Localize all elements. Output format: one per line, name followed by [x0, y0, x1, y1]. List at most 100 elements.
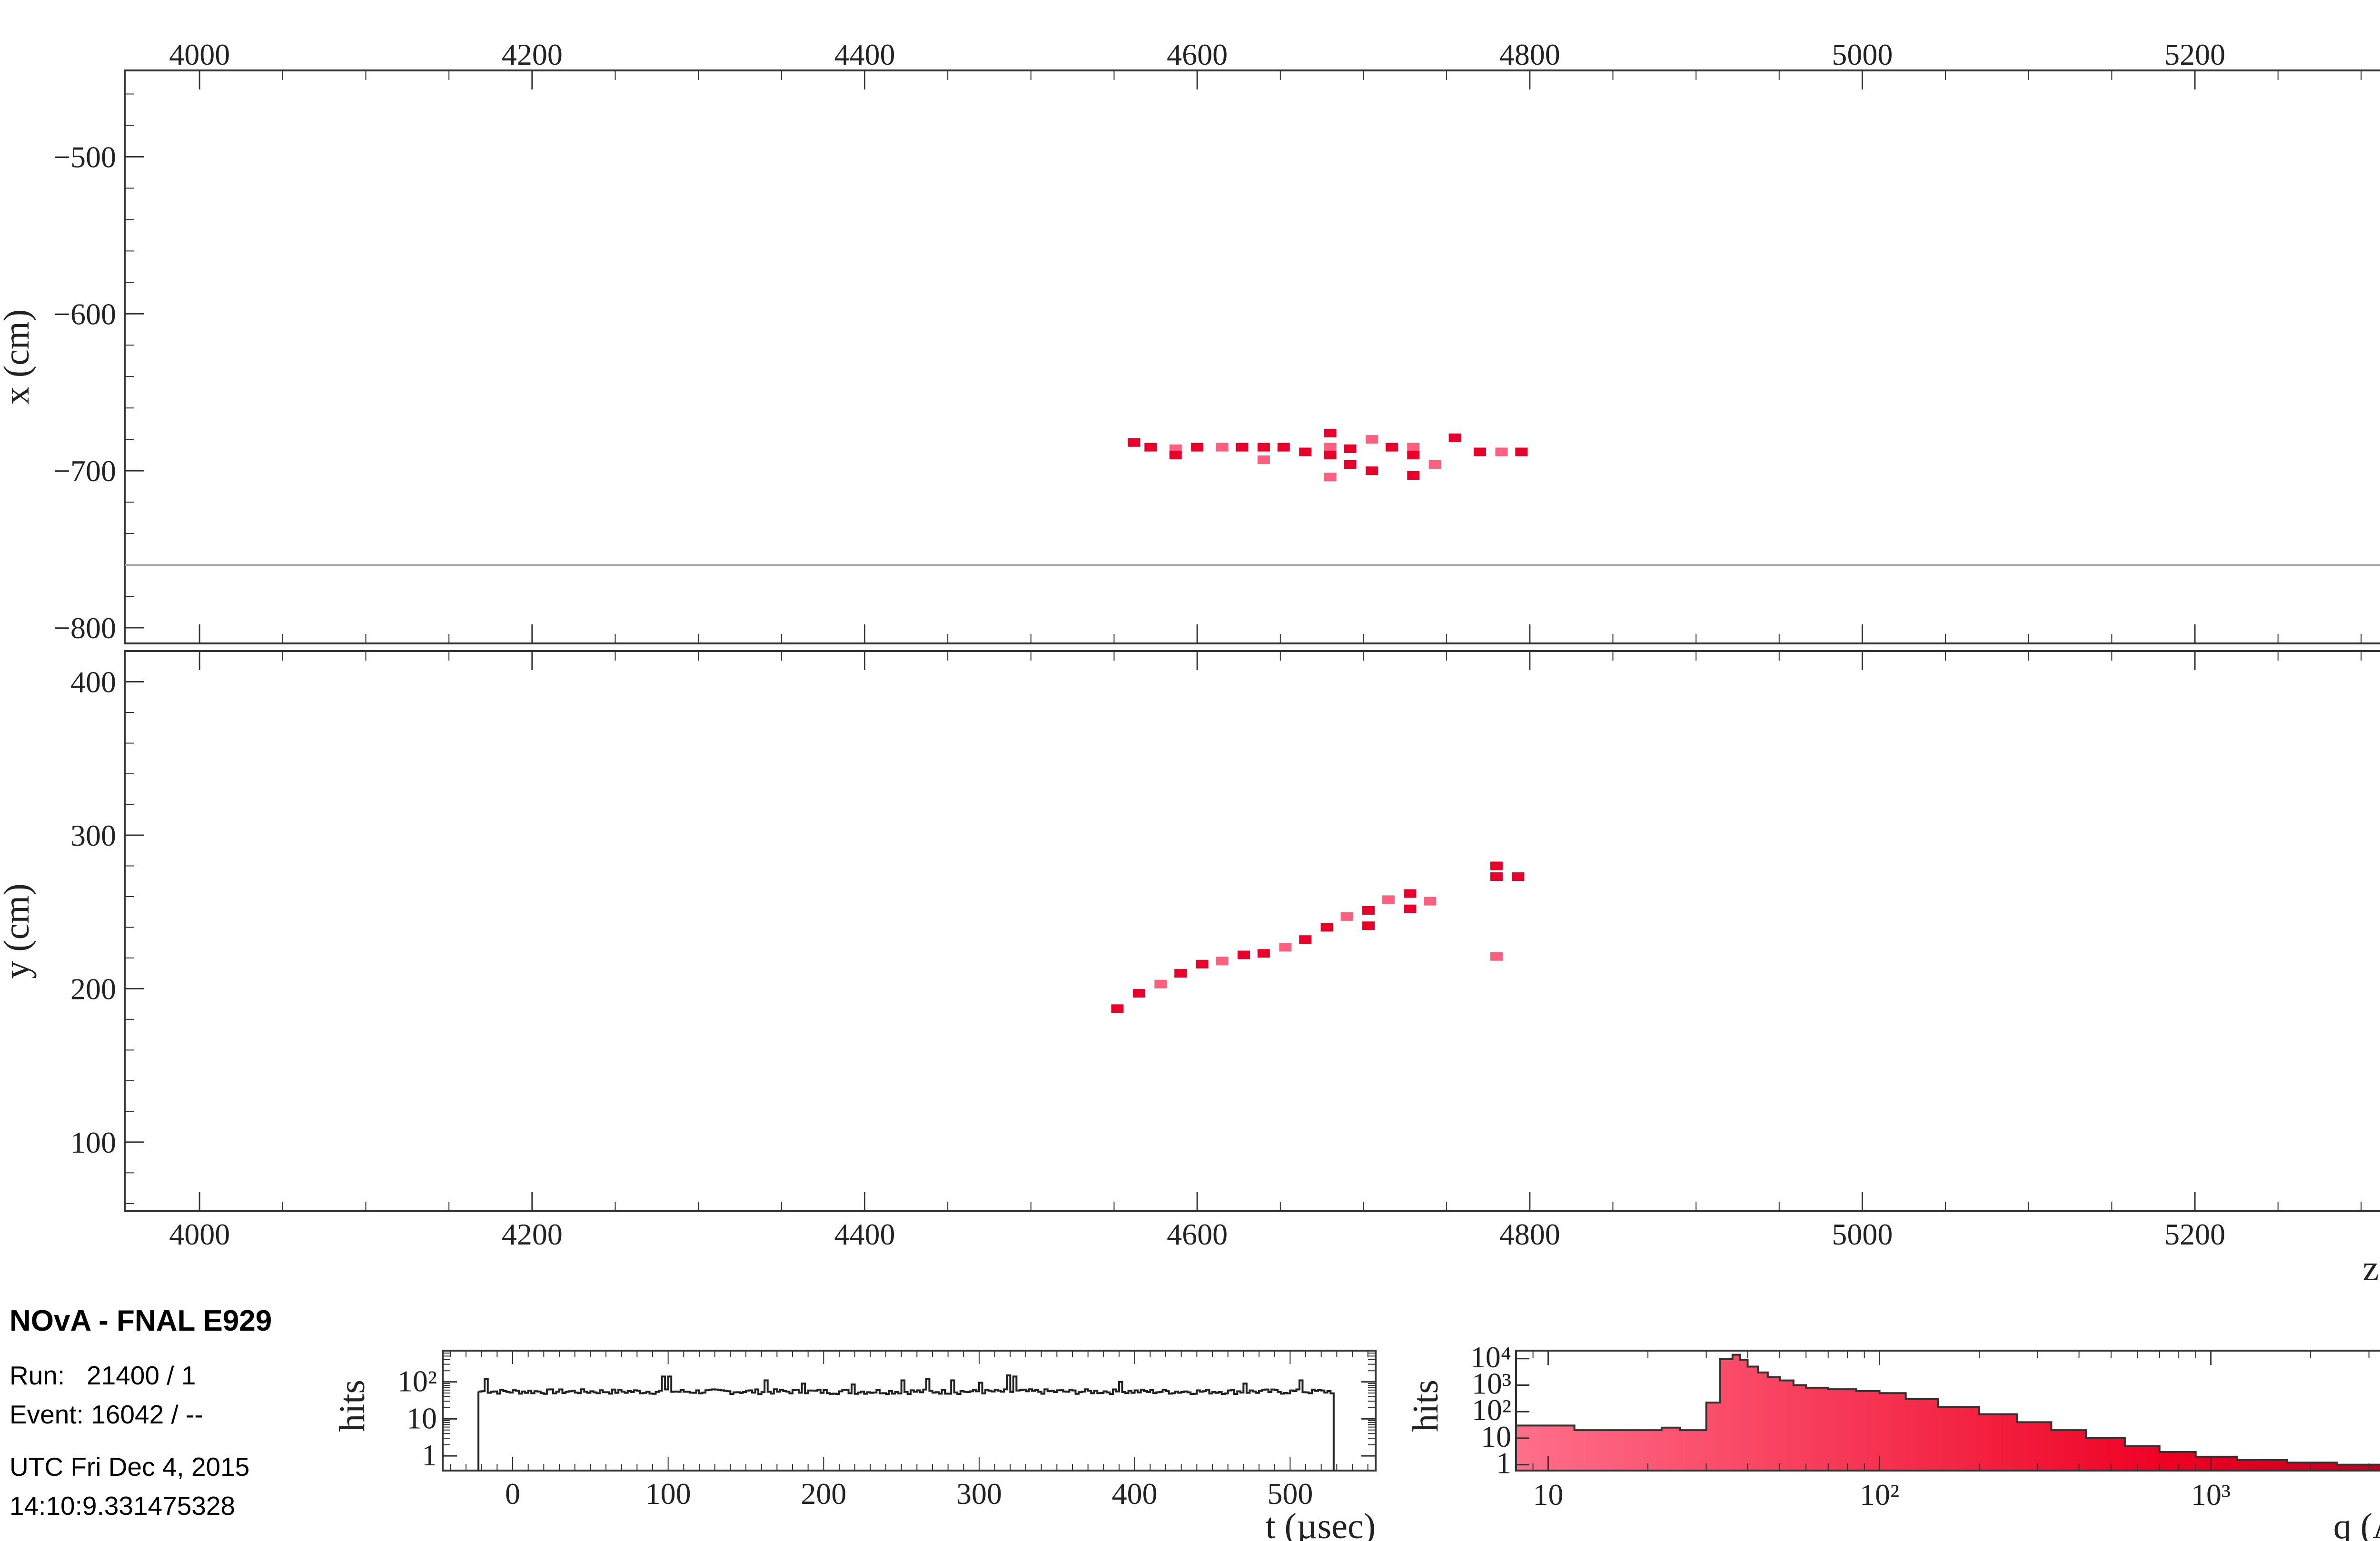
xz-view-hit: [1236, 443, 1249, 452]
yz-view-hit: [1404, 889, 1417, 898]
yz-view-hit: [1490, 872, 1503, 881]
yz-view-hit: [1299, 935, 1312, 944]
xz-view-hit: [1407, 443, 1420, 452]
xz-view-hit: [1473, 447, 1486, 456]
xz-view-hit: [1365, 435, 1378, 444]
yz-view-hit: [1132, 989, 1145, 998]
yz-view-hit: [1490, 952, 1503, 961]
yz-view-hit: [1404, 904, 1417, 913]
yz-view-hit: [1362, 921, 1375, 930]
xz-view-xtick-label-top: 5000: [1832, 38, 1893, 71]
charge-histogram-ytick-label: 10⁴: [1470, 1340, 1511, 1374]
yz-view-ytick-label: 200: [70, 972, 116, 1006]
xz-view-hit: [1324, 428, 1337, 437]
xz-view-xtick-label-top: 4200: [502, 38, 563, 71]
time-histogram-xtick-label: 300: [956, 1477, 1002, 1511]
time-histogram-ylabel: hits: [332, 1380, 372, 1432]
xz-view-hit: [1257, 455, 1270, 464]
yz-view-hit: [1340, 912, 1353, 921]
xz-view-hit: [1365, 466, 1378, 475]
time-histogram-xtick-label: 0: [505, 1477, 520, 1511]
xz-view-ylabel: x (cm): [0, 309, 37, 405]
xz-view-hit: [1324, 451, 1337, 460]
run-value: 21400 / 1: [87, 1361, 196, 1390]
xz-view-xtick-label-top: 4000: [169, 38, 230, 71]
yz-view-hit: [1279, 943, 1292, 952]
charge-histogram-ytick-label: 10³: [1472, 1366, 1511, 1400]
xz-view-ytick-label: −500: [53, 140, 116, 174]
xz-view-hit: [1128, 438, 1140, 447]
xz-view-hit: [1385, 443, 1398, 452]
xz-view-xtick-label-top: 4800: [1499, 38, 1560, 71]
time-histogram-ytick-label: 10: [407, 1401, 437, 1435]
xz-view-hit: [1144, 443, 1157, 452]
time-histogram-ytick-label: 1: [422, 1438, 437, 1472]
experiment-title: NOvA - FNAL E929: [10, 1304, 272, 1337]
yz-view-hit: [1196, 959, 1209, 968]
yz-view-panel: 4000 4200 4400 4600 4800 5000 5200 400 300 200 100…: [0, 650, 2380, 1288]
xz-view-hit: [1299, 447, 1312, 456]
xz-view-hit: [1344, 460, 1357, 469]
time-histogram-frame: [442, 1350, 1377, 1472]
yz-view-xtick-label: 4600: [1167, 1217, 1228, 1251]
xz-view-hit: [1169, 451, 1182, 460]
yz-view-xtick-label: 4800: [1499, 1217, 1560, 1251]
yz-view-hit: [1512, 872, 1525, 881]
time-histogram-xtick-label: 200: [801, 1477, 846, 1511]
yz-view-hit: [1174, 969, 1187, 978]
yz-view-xtick-label: 4000: [169, 1217, 230, 1251]
charge-histogram-histogram: [1515, 1353, 2380, 1472]
charge-histogram-xtick-label: 10³: [2191, 1478, 2231, 1511]
xz-view-panel: 4000 4200 4400 4600 4800 5000 5200 −500 −600 −700…: [0, 38, 2380, 645]
xz-view-ytick-label: −800: [53, 611, 116, 645]
yz-view-xtick-label: 5000: [1832, 1217, 1893, 1251]
xz-view-hit: [1344, 444, 1357, 453]
xz-view-hit: [1277, 443, 1290, 452]
yz-view-hit: [1424, 897, 1437, 906]
yz-view-hit: [1237, 950, 1250, 959]
run-info: Run: 21400 / 1: [10, 1360, 196, 1391]
time-histogram-histogram: [477, 1374, 1335, 1471]
charge-histogram-xlabel: q (ADC): [2333, 1506, 2380, 1541]
charge-histogram-ytick-label: 10²: [1472, 1393, 1511, 1427]
yz-view-hit: [1490, 861, 1503, 870]
event-time: 14:10:9.331475328: [10, 1491, 236, 1521]
charge-histogram-frame: [1515, 1350, 2380, 1472]
xz-view-xtick-label-top: 4400: [834, 38, 895, 71]
event-value: 16042 / --: [91, 1400, 203, 1429]
yz-view-hit: [1111, 1004, 1124, 1013]
run-label: Run:: [10, 1361, 65, 1390]
yz-view-frame: [124, 650, 2380, 1212]
yz-view-hit: [1257, 949, 1270, 958]
event-date: UTC Fri Dec 4, 2015: [10, 1452, 250, 1482]
yz-view-hit: [1382, 895, 1395, 904]
time-histogram-xtick-label: 400: [1112, 1477, 1158, 1511]
event-info: Event: 16042 / --: [10, 1399, 203, 1430]
time-histogram-xtick-label: 100: [645, 1477, 691, 1511]
xz-view-xtick-label-top: 5200: [2164, 38, 2225, 71]
yz-view-ytick-label: 400: [70, 665, 116, 699]
yz-view-ytick-label: 300: [70, 819, 116, 852]
time-histogram-xlabel: t (µsec): [1265, 1506, 1376, 1541]
charge-histogram-ylabel: hits: [1406, 1380, 1446, 1432]
event-label: Event:: [10, 1400, 84, 1429]
charge-histogram-ytick-label: 1: [1496, 1446, 1511, 1480]
xz-view-xtick-label-top: 4600: [1167, 38, 1228, 71]
yz-view-xtick-label: 4400: [834, 1217, 895, 1251]
xz-view-hit: [1495, 447, 1508, 456]
xz-view-hit: [1428, 460, 1441, 469]
xz-view-frame: [124, 69, 2380, 644]
yz-view-ytick-label: 100: [70, 1126, 116, 1159]
time-histogram-xtick-label: 500: [1267, 1477, 1313, 1511]
yz-view-ylabel: y (cm): [0, 883, 37, 978]
xz-view-ytick-label: −700: [53, 454, 116, 488]
xz-view-hit: [1324, 443, 1337, 452]
charge-histogram-xtick-label: 10: [1533, 1478, 1563, 1511]
xz-view-hit: [1407, 471, 1420, 480]
charge-histogram-ytick-label: 10: [1481, 1420, 1511, 1453]
xz-view-hit: [1324, 473, 1337, 482]
charge-histogram-xtick-label: 10²: [1860, 1478, 1899, 1511]
